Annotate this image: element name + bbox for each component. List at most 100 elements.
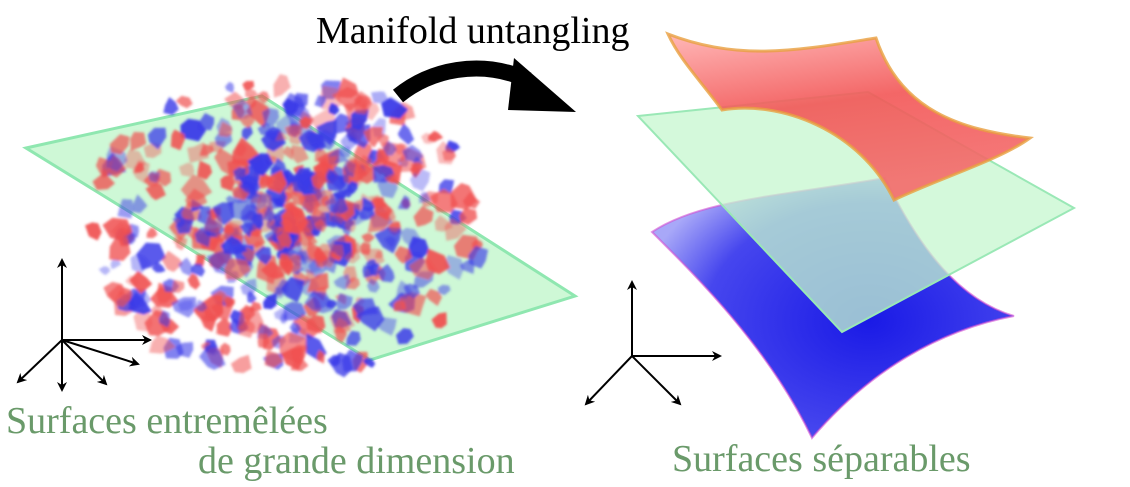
manifold-fragment: [371, 91, 390, 104]
manifold-fragment: [319, 85, 342, 110]
manifold-fragment: [459, 207, 478, 225]
manifold-fragment: [118, 287, 133, 301]
manifold-fragment: [178, 162, 195, 177]
manifold-fragment: [347, 180, 358, 194]
manifold-fragment: [215, 317, 232, 337]
manifold-fragment: [273, 74, 291, 98]
manifold-fragment: [254, 246, 272, 265]
manifold-fragment: [125, 275, 140, 287]
manifold-fragment: [431, 312, 447, 329]
manifold-fragment: [333, 274, 351, 290]
manifold-fragment: [280, 312, 288, 324]
manifold-fragment: [109, 134, 130, 155]
manifold-fragment: [224, 258, 251, 280]
manifold-fragment: [361, 233, 375, 243]
manifold-fragment: [279, 218, 294, 234]
manifold-fragment: [199, 344, 226, 370]
manifold-fragment: [247, 153, 274, 176]
manifold-fragment: [264, 350, 284, 368]
manifold-fragment: [257, 333, 270, 348]
manifold-fragment: [376, 317, 397, 336]
manifold-fragment: [233, 167, 246, 181]
manifold-fragment: [395, 328, 414, 345]
manifold-fragment: [425, 288, 443, 306]
manifold-fragment: [129, 271, 153, 294]
manifold-fragment: [306, 314, 326, 334]
manifold-fragment: [381, 97, 409, 119]
manifold-fragment: [240, 278, 257, 297]
manifold-fragment: [316, 119, 337, 146]
manifold-fragment: [314, 95, 327, 108]
manifold-fragment: [385, 206, 396, 222]
manifold-fragment: [397, 195, 411, 210]
manifold-fragment: [251, 213, 264, 231]
manifold-fragment: [191, 263, 205, 277]
manifold-fragment: [219, 121, 232, 137]
manifold-fragment: [291, 171, 319, 195]
axes-4d-icon: [16, 258, 152, 392]
manifold-fragment: [200, 313, 217, 332]
manifold-fragment: [374, 250, 384, 259]
manifold-fragment: [151, 261, 166, 273]
manifold-fragment: [413, 206, 434, 227]
manifold-fragment: [305, 132, 326, 152]
manifold-fragment: [117, 199, 134, 219]
manifold-fragment: [337, 173, 349, 187]
manifold-fragment: [132, 194, 148, 214]
manifold-fragment: [194, 227, 211, 248]
manifold-fragment: [92, 172, 115, 190]
manifold-fragment: [85, 222, 102, 241]
manifold-fragment: [437, 284, 451, 296]
manifold-fragment: [314, 148, 327, 163]
manifold-fragment: [263, 293, 277, 310]
manifold-fragment: [238, 320, 256, 338]
manifold-fragment: [329, 310, 356, 334]
manifold-fragment: [428, 130, 444, 142]
axes-3d-icon: [584, 280, 722, 406]
manifold-fragment: [361, 197, 375, 212]
manifold-fragment: [353, 199, 363, 212]
manifold-fragment: [384, 236, 396, 249]
manifold-fragment: [241, 126, 253, 141]
manifold-fragment: [220, 174, 235, 192]
manifold-fragment: [284, 124, 303, 137]
manifold-fragment: [338, 146, 352, 158]
manifold-fragment: [384, 173, 398, 184]
manifold-fragment: [225, 81, 234, 94]
manifold-fragment: [397, 123, 415, 145]
manifold-fragment: [134, 162, 145, 173]
manifold-fragment: [330, 214, 347, 228]
manifold-fragment: [388, 219, 402, 233]
manifold-fragment: [249, 301, 262, 312]
manifold-fragment: [231, 99, 253, 119]
manifold-fragment: [158, 310, 170, 328]
manifold-fragment: [301, 256, 322, 274]
manifold-fragment: [223, 224, 235, 234]
manifold-fragment: [187, 273, 201, 290]
manifold-fragment: [324, 198, 340, 216]
manifold-fragment: [146, 227, 158, 239]
manifold-fragment: [367, 278, 380, 293]
manifold-fragment: [262, 107, 280, 127]
manifold-fragment: [444, 218, 467, 241]
manifold-fragment: [336, 293, 353, 310]
manifold-fragment: [230, 354, 252, 374]
manifold-fragment: [185, 188, 208, 208]
manifold-fragment: [175, 342, 194, 358]
manifold-fragment: [98, 266, 111, 276]
manifold-fragment: [468, 245, 489, 269]
manifold-fragment: [197, 160, 213, 180]
left-caption-line2: de grande dimension: [198, 440, 515, 482]
red-manifold: [665, 31, 1034, 202]
manifold-fragment: [291, 144, 309, 164]
manifold-fragment: [290, 207, 300, 218]
manifold-fragment: [362, 357, 376, 368]
manifold-fragment: [368, 194, 381, 204]
manifold-fragment: [149, 335, 176, 354]
manifold-fragment: [172, 216, 186, 228]
manifold-fragment: [100, 168, 109, 178]
manifold-fragment: [377, 263, 395, 283]
manifold-fragment: [163, 97, 179, 116]
